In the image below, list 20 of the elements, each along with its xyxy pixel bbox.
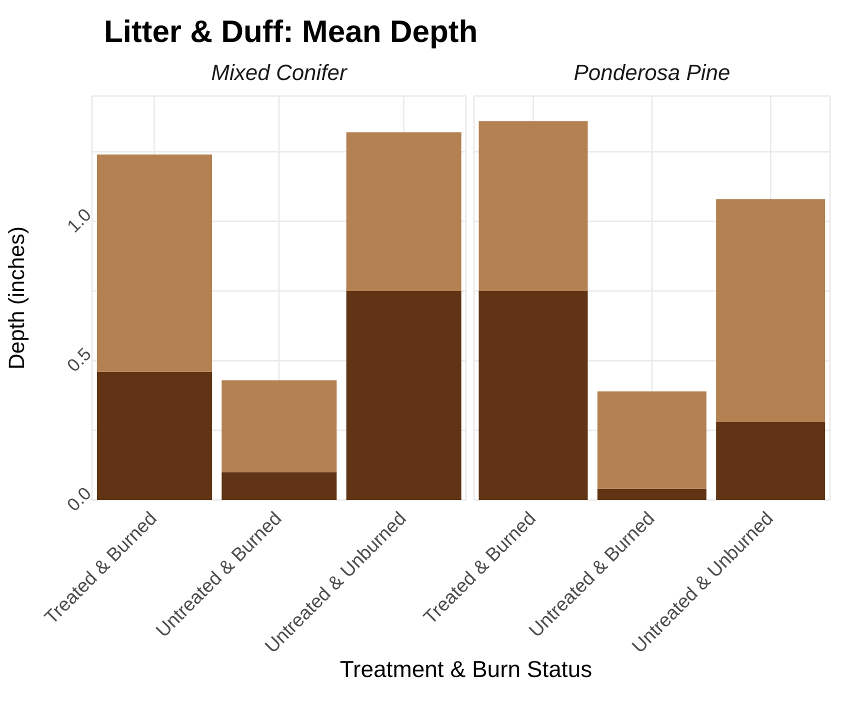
bar [346,132,462,292]
chart-subtitle: Mixed Conifer [210,59,348,87]
bar [222,472,337,500]
y-tick-label: 0.5 [63,344,96,376]
bar [716,422,826,500]
bar [96,154,212,372]
y-tick-label: 0.0 [63,483,96,516]
chart-subtitle: Ponderosa Pine [572,59,732,87]
bar [96,372,212,500]
bar [478,291,588,500]
bar [478,121,588,292]
x-axis-title: Treatment & Burn Status [338,656,594,683]
bar [716,199,826,422]
bar [346,291,462,500]
y-axis-title: Depth (inches) [4,226,29,370]
y-tick-label: 1.0 [63,204,96,236]
bar [222,380,337,472]
chart-title: Litter & Duff: Mean Depth [103,13,479,51]
bar [597,488,706,500]
bar [597,391,706,489]
